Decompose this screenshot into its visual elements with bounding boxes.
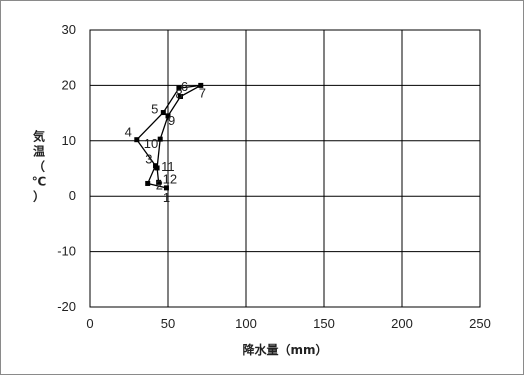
month-label: 4	[125, 125, 132, 140]
month-point-marker	[198, 82, 204, 88]
y-tick-label: 20	[62, 77, 76, 92]
month-label: 12	[163, 171, 177, 186]
y-tick-label: 10	[62, 133, 76, 148]
y-axis-title-char: ℃	[32, 175, 47, 189]
series-layer	[134, 82, 204, 191]
x-tick-label: 0	[86, 316, 93, 331]
temperature-precipitation-line	[135, 84, 202, 189]
month-point-marker	[154, 165, 160, 171]
month-label: 11	[161, 159, 175, 174]
month-point-marker	[134, 137, 140, 143]
x-tick-label: 250	[469, 316, 491, 331]
month-label: 7	[199, 85, 206, 100]
month-point-marker	[160, 110, 166, 116]
month-point-marker	[157, 136, 163, 142]
x-tick-label: 100	[235, 316, 257, 331]
x-tick-label: 150	[313, 316, 335, 331]
y-axis-title-char: 温	[33, 145, 45, 159]
month-label: 10	[144, 136, 158, 151]
grid-layer	[89, 29, 481, 308]
x-tick-label: 200	[391, 316, 413, 331]
month-point-marker	[165, 113, 171, 119]
x-axis-title: 降水量（mm）	[242, 342, 327, 357]
month-point-marker	[176, 85, 182, 91]
month-label: 1	[163, 190, 170, 205]
month-label: 2	[156, 177, 163, 192]
x-tick-label: 50	[161, 316, 175, 331]
month-point-marker	[156, 179, 162, 185]
y-tick-label: -20	[57, 299, 76, 314]
y-axis-title-char: （	[33, 159, 45, 174]
plot-area-border	[89, 29, 481, 308]
month-point-marker	[145, 180, 151, 186]
y-axis-title: 気温（℃）	[32, 129, 47, 204]
month-label: 3	[145, 152, 152, 167]
month-label: 9	[168, 113, 175, 128]
y-axis-title-char: ）	[33, 189, 45, 204]
tick-label-layer: -20 -10 0 10 20 30 0 50 100 150 200 250	[57, 22, 491, 331]
month-label: 8	[175, 86, 182, 101]
y-tick-label: -10	[57, 244, 76, 259]
axis-title-layer: 降水量（mm） 気温（℃）	[32, 129, 328, 358]
y-tick-label: 30	[62, 22, 76, 37]
month-label: 5	[151, 102, 158, 117]
y-axis-title-char: 気	[33, 129, 45, 144]
month-point-marker	[163, 185, 169, 191]
y-tick-label: 0	[69, 188, 76, 203]
month-point-marker	[177, 93, 183, 99]
month-label: 6	[181, 79, 188, 94]
